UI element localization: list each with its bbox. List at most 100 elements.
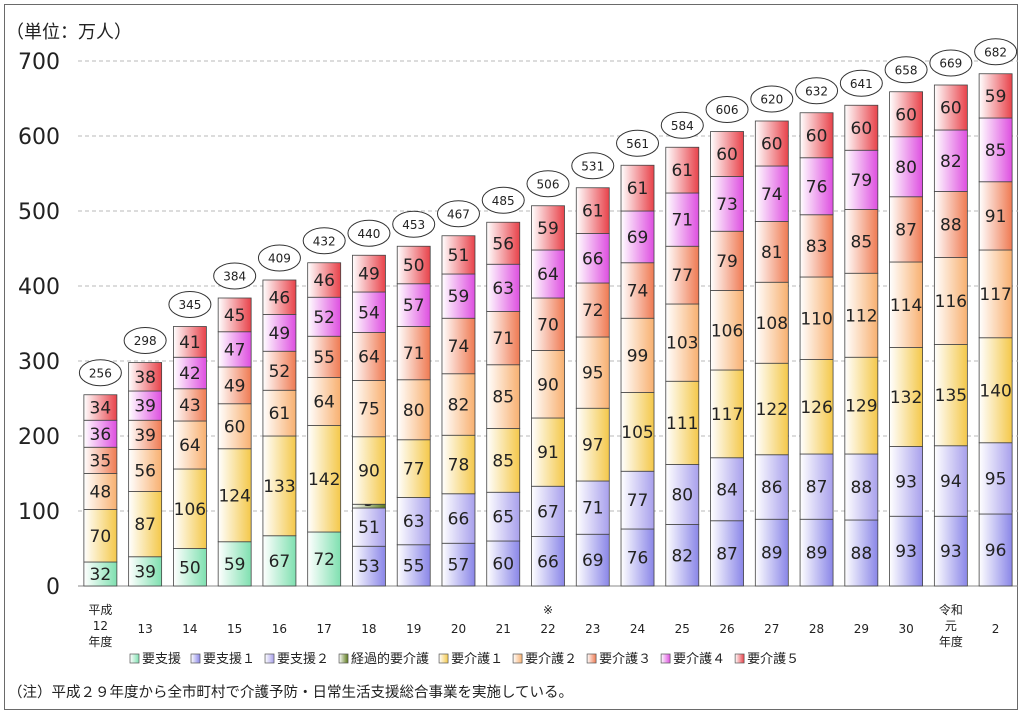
bar-segment: [575, 233, 610, 284]
bar-segment: [933, 445, 968, 517]
total-label: 641: [850, 77, 873, 91]
segment-value-label: 122: [756, 400, 788, 420]
segment-value-label: 52: [313, 308, 335, 328]
bar-0: 32 70 48 35 36 34: [83, 394, 118, 587]
bar-7: 556307780715750: [396, 245, 431, 587]
segment-value-label: 49: [358, 265, 380, 285]
legend-label: 要介護５: [747, 651, 799, 667]
bar-segment: [173, 420, 207, 470]
bar-segment: [486, 221, 521, 265]
y-tick-label: 600: [18, 125, 60, 150]
bar-segment: [933, 191, 968, 258]
bar-segment: [844, 453, 879, 521]
segment-value-label: 60: [716, 145, 738, 165]
bar-8: 576607882745951: [441, 235, 476, 587]
bar-segment: [620, 164, 655, 212]
bar-segment: [620, 317, 655, 393]
bar-segment: [83, 561, 118, 587]
bar-segment: [978, 513, 1013, 587]
bar-16: 89 87 126 110 83 76 60: [799, 112, 834, 587]
x-tick-label: 22: [540, 622, 555, 636]
bar-segment: [83, 473, 118, 510]
bar-segment: [575, 282, 610, 338]
segment-value-label: 60: [224, 417, 246, 437]
bar-segment: [531, 205, 565, 251]
segment-value-label: 97: [582, 436, 604, 456]
bar-segment: [575, 533, 610, 587]
legend-label: 要支援: [142, 652, 181, 667]
bar-segment: [710, 230, 744, 291]
total-label: 682: [984, 45, 1007, 59]
segment-value-label: 76: [806, 177, 828, 197]
bar-segment: [441, 373, 476, 436]
segment-value-label: 105: [621, 423, 653, 443]
segment-value-label: 80: [895, 158, 917, 178]
bar-segment: [889, 446, 923, 517]
segment-value-label: 91: [537, 443, 559, 463]
segment-value-label: 74: [448, 337, 470, 357]
segment-value-label: 66: [537, 552, 559, 572]
bar-segment: [486, 540, 521, 587]
segment-value-label: 103: [666, 334, 698, 354]
total-label: 506: [537, 177, 560, 191]
segment-value-label: 87: [134, 515, 156, 535]
bar-segment: [441, 317, 476, 375]
segment-value-label: 140: [979, 381, 1011, 401]
legend-swatch: [338, 653, 349, 664]
segment-value-label: 116: [935, 292, 967, 312]
segment-value-label: 70: [537, 315, 559, 335]
total-bubble: [436, 200, 480, 228]
bar-segment: [754, 281, 789, 364]
bar-segment: [754, 120, 789, 167]
segment-value-label: 132: [890, 388, 922, 408]
bar-segment: [173, 326, 207, 358]
bar-segment: [396, 283, 431, 327]
x-tick-label: 23: [585, 622, 600, 636]
bar-segment: [620, 392, 655, 472]
total-bubble: [213, 262, 257, 290]
segment-value-label: 49: [224, 376, 246, 396]
bar-segment: [665, 524, 700, 587]
legend-label: 要介護２: [525, 651, 577, 667]
segment-value-label: 114: [890, 296, 922, 316]
segment-value-label: 112: [845, 306, 877, 326]
bar-segment: [83, 419, 118, 448]
bar-segment: [665, 380, 700, 465]
total-bubble: [571, 152, 615, 180]
bar-segment: [441, 542, 476, 587]
segment-value-label: 71: [403, 344, 425, 364]
bar-segment: [486, 428, 521, 493]
segment-value-label: 82: [671, 546, 693, 566]
bar-segment: [173, 356, 207, 390]
segment-value-label: 88: [940, 216, 962, 236]
bar-segment: [799, 518, 834, 587]
bar-segment: [933, 257, 968, 345]
x-tick-label: 29: [854, 622, 869, 636]
bar-segment: [978, 117, 1013, 183]
x-tick-label: 13: [138, 622, 153, 636]
segment-value-label: 74: [627, 282, 649, 302]
segment-value-label: 75: [358, 400, 380, 420]
segment-value-label: 56: [492, 234, 514, 254]
bar-9: 60 65 85 85 71 63 56: [486, 221, 521, 587]
bar-segment: [262, 279, 297, 315]
segment-value-label: 93: [940, 542, 962, 562]
total-bubble: [257, 244, 301, 272]
x-tick-label: 令和: [939, 602, 963, 617]
total-label: 256: [89, 366, 112, 380]
bar-segment: [262, 535, 297, 587]
x-tick-label: 25: [675, 622, 690, 636]
total-bubble: [660, 111, 704, 139]
x-tick-label: 14: [182, 622, 197, 636]
total-bubble: [974, 38, 1018, 66]
bar-segment: [754, 454, 789, 520]
total-bubble: [929, 49, 973, 77]
segment-value-label: 38: [134, 368, 156, 388]
segment-value-label: 106: [711, 321, 743, 341]
segment-value-label: 94: [940, 472, 962, 492]
total-bubble: [168, 291, 212, 318]
segment-value-label: 64: [313, 393, 335, 413]
x-tick-label: 28: [809, 622, 824, 636]
unit-label: （単位：万人）: [6, 22, 132, 43]
